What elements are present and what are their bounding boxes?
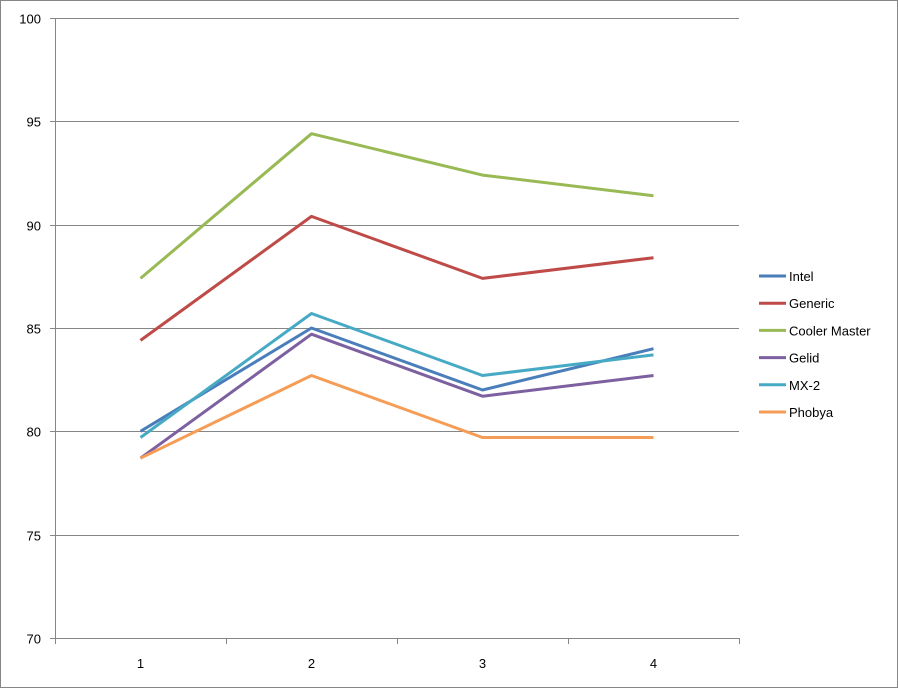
- y-tick-label: 95: [27, 115, 41, 130]
- legend: Intel Generic Cooler Master Gelid MX-2 Phobya: [759, 269, 871, 420]
- legend-label-gelid: Gelid: [789, 351, 819, 366]
- series-line-intel: [139, 326, 654, 433]
- y-tick-label: 75: [27, 529, 41, 544]
- series-line-gelid: [139, 332, 654, 460]
- x-tick-label: 2: [308, 656, 315, 671]
- x-tick-labels: 1 2 3 4: [137, 656, 657, 671]
- series-line-generic: [139, 214, 654, 342]
- legend-label-cooler-master: Cooler Master: [789, 323, 871, 338]
- y-tick-labels: 70 75 80 85 90 95 100: [19, 12, 41, 647]
- axes: [50, 18, 740, 644]
- series-lines: [139, 132, 654, 460]
- series-line-cooler-master: [139, 132, 654, 280]
- y-tick-label: 90: [27, 219, 41, 234]
- y-tick-label: 85: [27, 322, 41, 337]
- gridlines: [55, 18, 739, 536]
- legend-label-intel: Intel: [789, 269, 814, 284]
- y-tick-label: 100: [19, 12, 41, 27]
- legend-label-mx-2: MX-2: [789, 378, 820, 393]
- series-line-phobya: [139, 374, 654, 460]
- legend-label-generic: Generic: [789, 296, 835, 311]
- y-tick-label: 80: [27, 425, 41, 440]
- series-line-mx-2: [139, 312, 654, 439]
- y-tick-label: 70: [27, 632, 41, 647]
- legend-label-phobya: Phobya: [789, 405, 834, 420]
- x-tick-label: 4: [650, 656, 657, 671]
- x-tick-label: 3: [479, 656, 486, 671]
- x-tick-label: 1: [137, 656, 144, 671]
